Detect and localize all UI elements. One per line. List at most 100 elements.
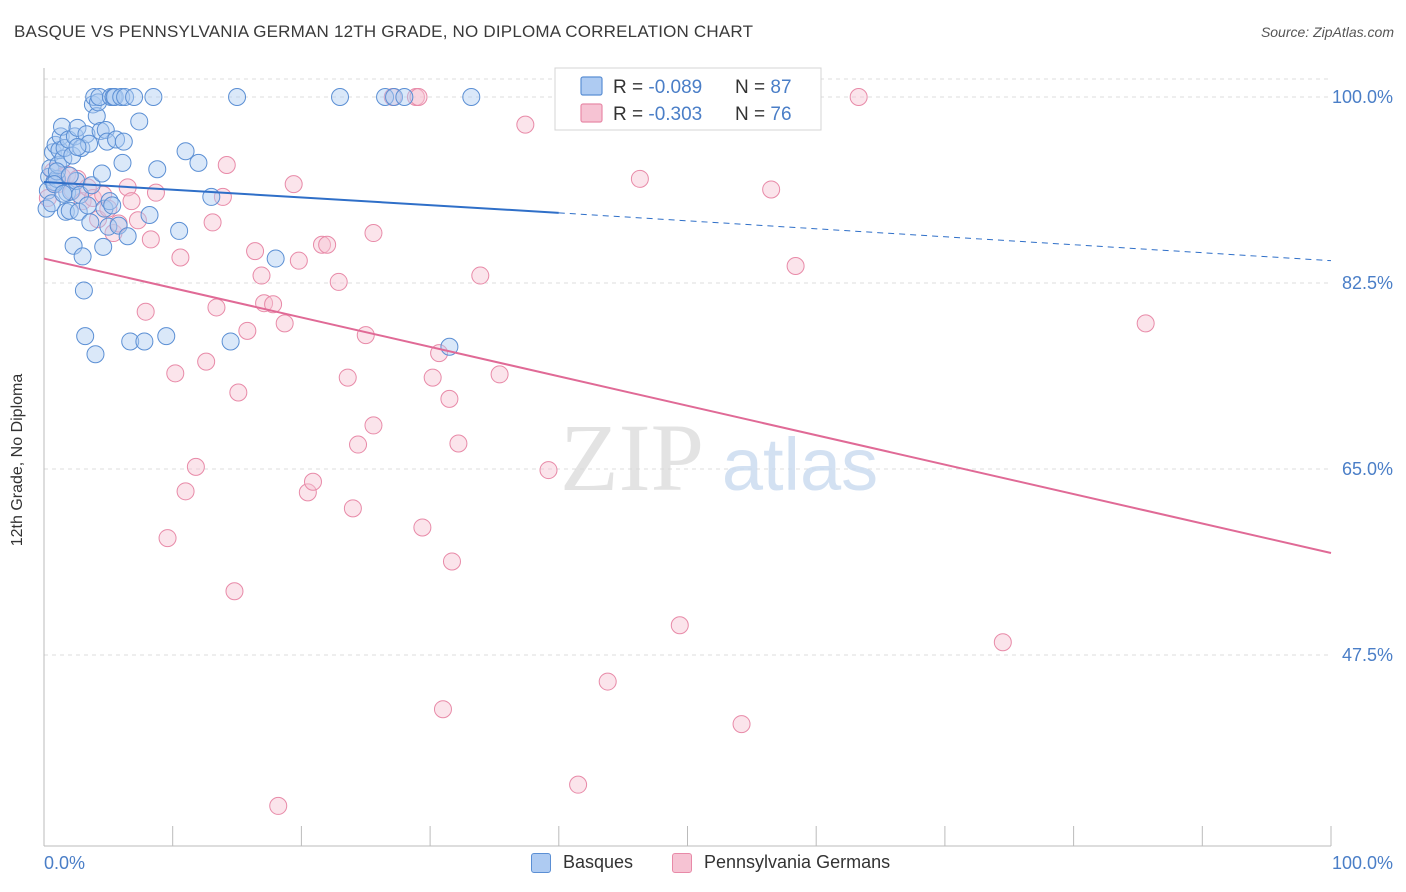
pa-german-point — [732, 715, 751, 734]
pa-german-point — [670, 616, 689, 635]
basque-point — [148, 160, 167, 179]
basque-point — [331, 88, 350, 106]
pa-german-point — [264, 295, 283, 314]
bottom-legend: Basques Pennsylvania Germans — [0, 852, 1406, 878]
basque-point — [157, 327, 176, 346]
basque-point — [76, 327, 95, 346]
pa-german-point — [364, 416, 383, 435]
legend-item-pa-germans[interactable]: Pennsylvania Germans — [672, 852, 890, 873]
pa-german-point — [1136, 314, 1155, 333]
pa-german-point — [413, 518, 432, 537]
basque-point — [376, 88, 395, 106]
basque-point — [144, 88, 163, 106]
y-tick-label: 65.0% — [1342, 459, 1393, 479]
pa-german-point — [433, 700, 452, 719]
pa-german-point — [207, 298, 226, 317]
pa-german-point — [598, 672, 617, 691]
basque-point — [121, 332, 140, 351]
basque-point — [114, 132, 133, 151]
pa-german-point — [275, 314, 294, 333]
pa-germans-swatch — [672, 852, 692, 873]
watermark-atlas: atlas — [722, 423, 878, 506]
basque-point — [54, 184, 73, 203]
pa-german-point — [993, 633, 1012, 652]
pa-german-point — [284, 175, 303, 194]
pa-german-point — [786, 256, 805, 275]
x-axis-max-label: 100.0% — [1331, 853, 1393, 873]
legend-item-basques[interactable]: Basques — [531, 852, 633, 873]
source-credit: Source: ZipAtlas.com — [1260, 24, 1394, 40]
y-tick-label: 82.5% — [1342, 273, 1393, 293]
pa-german-point — [449, 434, 468, 453]
basque-point — [176, 142, 195, 161]
pa-german-point — [203, 213, 222, 232]
basque-point — [91, 122, 110, 141]
basque-point — [385, 88, 404, 106]
basque-point — [395, 88, 414, 106]
pa-german-point — [136, 302, 155, 321]
basque-point — [130, 112, 149, 131]
pa-german-point — [356, 326, 375, 345]
pa-german-point — [128, 211, 147, 230]
basque-point — [105, 88, 124, 106]
basque-point — [103, 196, 122, 215]
pa-german-point — [303, 472, 322, 491]
pa-german-point — [298, 483, 317, 502]
pa-german-point — [539, 461, 558, 480]
basque-point — [107, 130, 126, 149]
pa-german-point — [490, 365, 509, 384]
basque-point — [78, 196, 97, 215]
pa-german-point — [238, 321, 257, 340]
watermark-zip: ZIP — [560, 404, 704, 511]
pa-german-point — [269, 796, 288, 815]
basque-point — [135, 332, 154, 351]
basque-point — [189, 153, 208, 172]
basque-point — [170, 221, 189, 240]
basque-point — [63, 146, 82, 165]
basque-point — [42, 194, 61, 213]
pa-german-point — [312, 235, 331, 254]
basque-point — [60, 166, 79, 185]
basques-swatch — [531, 852, 551, 873]
pa-german-point — [343, 499, 362, 518]
pa-german-point — [122, 192, 141, 211]
legend-swatch-pa-germans — [580, 103, 603, 123]
basque-point — [37, 199, 56, 218]
basques-trendline-extension — [558, 212, 1332, 262]
pa-german-point — [364, 224, 383, 243]
pa-german-point — [442, 552, 461, 571]
pa-german-point — [569, 775, 588, 794]
legend-swatch-basques — [580, 76, 603, 96]
pa-german-point — [252, 266, 271, 285]
pa-german-point — [762, 180, 781, 199]
pa-german-point — [197, 352, 216, 371]
basque-point — [221, 332, 240, 351]
basque-point — [462, 88, 481, 106]
pa-germans-trendline — [43, 257, 1332, 554]
basque-point — [109, 216, 128, 235]
pa-german-point — [471, 266, 490, 285]
basque-point — [64, 236, 83, 255]
pa-german-point — [423, 368, 442, 387]
basque-point — [94, 237, 113, 256]
pa-german-point — [409, 88, 428, 106]
basque-point — [266, 249, 285, 268]
pa-german-point — [338, 368, 357, 387]
basque-point — [112, 88, 131, 106]
basque-point — [81, 213, 100, 232]
basque-point — [87, 107, 106, 126]
pa-german-point — [349, 435, 368, 454]
legend-label-pa-germans: Pennsylvania Germans — [704, 852, 891, 872]
pa-german-point — [516, 115, 535, 134]
pa-german-point — [171, 248, 190, 267]
pa-german-point — [186, 457, 205, 476]
legend-stat-text: R = -0.303 N = 76 — [613, 104, 792, 125]
pa-german-point — [229, 383, 248, 402]
pa-german-point — [440, 389, 459, 408]
y-tick-label: 47.5% — [1342, 645, 1393, 665]
basque-point — [116, 88, 135, 106]
basque-point — [86, 345, 105, 364]
pa-german-point — [225, 582, 244, 601]
pa-german-point — [289, 251, 308, 270]
